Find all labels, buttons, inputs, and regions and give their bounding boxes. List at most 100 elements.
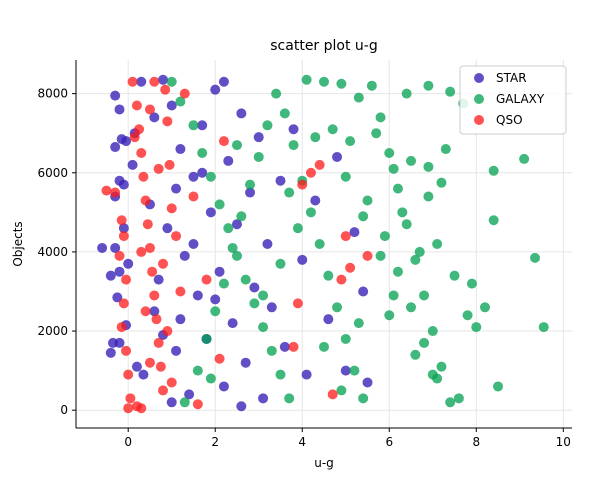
data-point-qso — [136, 246, 147, 257]
data-point-galaxy — [358, 211, 369, 222]
data-point-qso — [171, 231, 182, 242]
data-point-galaxy — [427, 326, 438, 337]
axes — [75, 60, 572, 429]
data-point-galaxy — [353, 318, 364, 329]
data-point-qso — [123, 403, 134, 414]
data-point-qso — [118, 298, 129, 309]
data-point-galaxy — [249, 298, 260, 309]
x-tick-label: 10 — [556, 435, 571, 449]
data-point-qso — [118, 231, 129, 242]
x-tick-label: 0 — [124, 435, 132, 449]
data-point-galaxy — [340, 171, 351, 182]
data-point-galaxy — [371, 128, 382, 139]
data-point-star — [162, 223, 173, 234]
data-point-star — [166, 100, 177, 111]
data-point-galaxy — [166, 76, 177, 87]
data-point-star — [240, 357, 251, 368]
data-point-star — [188, 239, 199, 249]
data-point-star — [127, 159, 138, 170]
data-point-qso — [192, 399, 203, 410]
data-point-galaxy — [245, 179, 256, 190]
data-point-star — [262, 239, 273, 249]
data-point-galaxy — [310, 132, 321, 143]
data-point-qso — [149, 290, 160, 301]
series-qso — [101, 76, 373, 414]
data-point-star — [114, 104, 125, 115]
data-point-star — [110, 90, 121, 101]
data-point-galaxy — [440, 144, 451, 155]
data-point-qso — [140, 195, 151, 206]
y-tick-label: 8000 — [37, 87, 68, 101]
data-point-qso — [336, 274, 347, 285]
data-point-qso — [327, 389, 338, 400]
data-point-galaxy — [414, 246, 425, 257]
data-point-star — [105, 270, 116, 281]
data-point-star — [171, 183, 182, 194]
legend-item-qso: QSO — [474, 113, 523, 127]
data-point-qso — [121, 274, 132, 285]
data-point-galaxy — [493, 381, 504, 392]
data-point-qso — [305, 167, 316, 178]
x-tick-label: 4 — [298, 435, 306, 449]
data-point-star — [288, 124, 299, 135]
data-point-galaxy — [449, 270, 460, 281]
data-point-galaxy — [358, 393, 369, 404]
data-point-qso — [142, 219, 153, 230]
data-point-qso — [297, 179, 308, 190]
data-point-galaxy — [258, 290, 269, 301]
data-point-star — [245, 187, 256, 198]
legend-label: GALAXY — [496, 92, 545, 106]
data-point-star — [253, 132, 264, 143]
data-point-galaxy — [336, 78, 347, 89]
data-point-galaxy — [436, 177, 447, 188]
data-point-star — [138, 369, 149, 380]
data-point-galaxy — [401, 219, 412, 230]
data-point-galaxy — [366, 80, 377, 91]
data-point-star — [123, 258, 134, 269]
data-point-qso — [314, 159, 325, 170]
data-point-qso — [214, 353, 225, 364]
data-point-galaxy — [314, 239, 325, 249]
data-point-galaxy — [432, 373, 443, 384]
data-point-qso — [175, 286, 186, 297]
data-point-qso — [153, 337, 164, 348]
data-point-star — [118, 223, 129, 234]
data-point-star — [218, 76, 229, 87]
data-point-star — [110, 242, 121, 253]
data-point-star — [210, 294, 221, 305]
data-point-star — [214, 266, 225, 277]
x-ticks: 0 2 4 6 8 10 — [124, 428, 571, 449]
data-point-qso — [162, 116, 173, 127]
data-point-galaxy — [488, 215, 499, 226]
y-tick-label: 6000 — [37, 166, 68, 180]
data-point-star — [158, 74, 169, 85]
data-point-galaxy — [284, 393, 295, 404]
data-point-galaxy — [205, 373, 216, 384]
legend-marker — [474, 73, 484, 83]
data-point-galaxy — [201, 333, 212, 344]
data-point-qso — [144, 104, 155, 115]
data-point-qso — [155, 361, 166, 372]
data-point-star — [258, 393, 269, 404]
data-point-galaxy — [488, 165, 499, 176]
data-point-galaxy — [406, 155, 417, 166]
data-point-star — [136, 76, 147, 87]
data-point-galaxy — [423, 191, 434, 202]
data-point-galaxy — [388, 163, 399, 174]
data-point-qso — [101, 185, 112, 196]
data-point-star — [197, 120, 208, 131]
data-point-qso — [123, 369, 134, 380]
data-point-galaxy — [192, 365, 203, 376]
series-galaxy — [166, 74, 549, 408]
y-tick-label: 2000 — [37, 324, 68, 338]
data-point-galaxy — [236, 211, 247, 222]
data-point-galaxy — [340, 333, 351, 344]
data-point-galaxy — [362, 195, 373, 206]
data-point-star — [249, 282, 260, 293]
data-point-qso — [110, 187, 121, 198]
data-point-galaxy — [271, 88, 282, 99]
data-point-galaxy — [453, 393, 464, 404]
data-point-galaxy — [530, 252, 541, 263]
data-point-galaxy — [345, 136, 356, 147]
data-point-galaxy — [462, 310, 473, 321]
